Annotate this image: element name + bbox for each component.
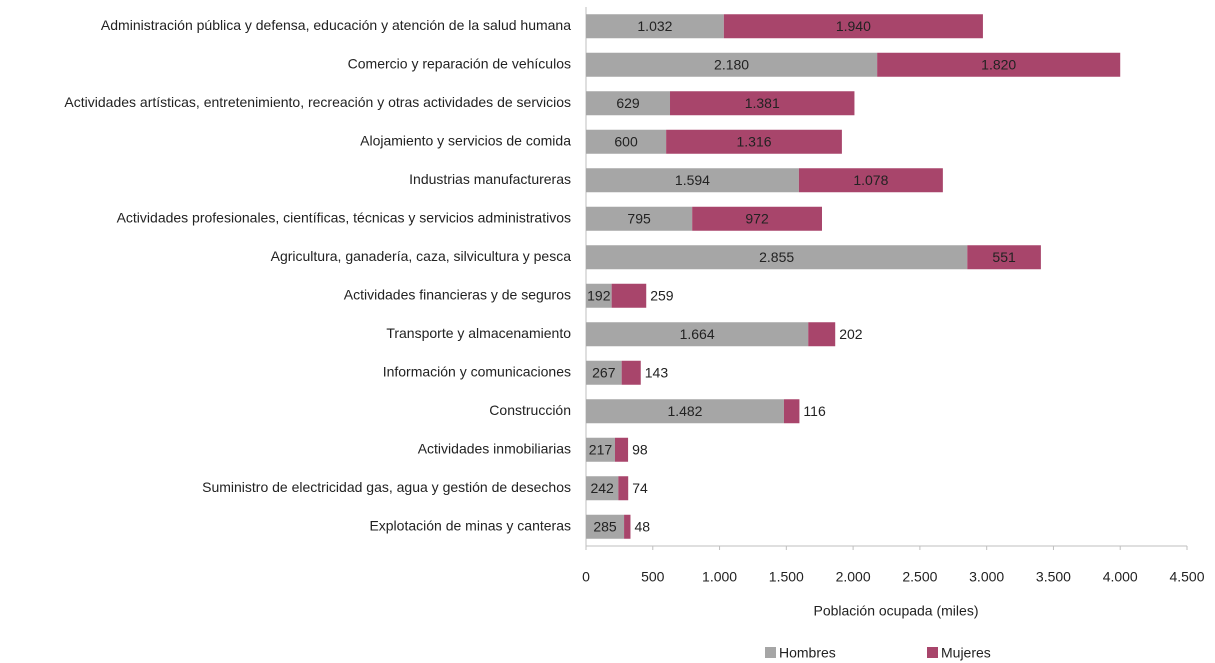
legend-label: Mujeres (941, 645, 991, 661)
category-label: Actividades artísticas, entretenimiento,… (64, 94, 571, 110)
bar-segment (670, 91, 855, 116)
bar-segment (586, 437, 615, 462)
bar-segment (692, 206, 822, 231)
data-label: 629 (616, 95, 640, 111)
x-tick-label: 4.000 (1103, 569, 1138, 585)
data-label: 1.482 (667, 403, 702, 419)
data-label: 1.032 (637, 18, 672, 34)
data-label: 285 (593, 518, 617, 534)
category-label: Construcción (489, 402, 571, 418)
category-label: Comercio y reparación de vehículos (348, 55, 571, 71)
data-label: 217 (589, 441, 613, 457)
bar-segment (586, 14, 724, 39)
bar-segment (666, 129, 842, 154)
bar-segment (624, 514, 631, 539)
data-label: 98 (632, 441, 648, 457)
x-tick-label: 3.500 (1036, 569, 1071, 585)
data-label: 1.316 (736, 133, 771, 149)
category-label: Agricultura, ganadería, caza, silvicultu… (271, 248, 572, 264)
x-tick-label: 2.500 (902, 569, 937, 585)
bar-segment (586, 245, 968, 270)
category-label: Administración pública y defensa, educac… (101, 17, 571, 33)
bar-segment (586, 514, 625, 539)
bar-segment (586, 476, 619, 501)
bar-segment (723, 14, 983, 39)
bar-segment (621, 360, 641, 385)
bar-segment (618, 476, 629, 501)
x-tick-label: 2.000 (836, 569, 871, 585)
data-label: 74 (632, 480, 648, 496)
category-label: Actividades financieras y de seguros (344, 286, 571, 302)
category-label: Transporte y almacenamiento (386, 325, 571, 341)
data-label: 1.381 (745, 95, 780, 111)
category-label: Explotación de minas y canteras (369, 517, 571, 533)
bar-segment (798, 168, 943, 193)
data-label: 1.078 (853, 172, 888, 188)
category-label: Alojamiento y servicios de comida (360, 132, 571, 148)
category-label: Actividades profesionales, científicas, … (117, 209, 571, 225)
data-label: 259 (650, 287, 674, 303)
category-label: Actividades inmobiliarias (418, 440, 571, 456)
bar-segment (586, 322, 809, 347)
x-tick-label: 1.500 (769, 569, 804, 585)
data-label: 116 (803, 403, 826, 419)
data-label: 48 (634, 518, 650, 534)
data-label: 143 (645, 364, 669, 380)
data-label: 1.594 (675, 172, 710, 188)
bar-segment (808, 322, 836, 347)
data-label: 551 (992, 249, 1016, 265)
category-label: Industrias manufactureras (409, 171, 571, 187)
bar-segment (783, 399, 800, 424)
bar-segment (967, 245, 1041, 270)
data-label: 242 (590, 480, 614, 496)
x-axis-label: Población ocupada (miles) (814, 603, 979, 619)
bar-segment (586, 399, 784, 424)
data-label: 795 (627, 210, 651, 226)
data-label: 1.664 (680, 326, 715, 342)
x-tick-label: 3.000 (969, 569, 1004, 585)
data-label: 972 (745, 210, 769, 226)
data-label: 2.180 (714, 56, 749, 72)
x-tick-label: 0 (582, 569, 590, 585)
category-label: Información y comunicaciones (383, 363, 571, 379)
bar-segment (877, 52, 1121, 77)
legend-swatch (765, 647, 776, 658)
legend-swatch (927, 647, 938, 658)
x-tick-label: 4.500 (1169, 569, 1204, 585)
bar-segment (586, 360, 622, 385)
category-label: Suministro de electricidad gas, agua y g… (202, 479, 571, 495)
data-label: 600 (614, 133, 638, 149)
bar-segment (586, 283, 612, 308)
data-label: 267 (592, 364, 616, 380)
bar-segment (586, 206, 693, 231)
bar-segment (586, 52, 878, 77)
data-label: 1.820 (981, 56, 1016, 72)
x-tick-label: 500 (641, 569, 665, 585)
data-label: 192 (587, 287, 611, 303)
x-tick-label: 1.000 (702, 569, 737, 585)
legend-label: Hombres (779, 645, 836, 661)
data-label: 202 (839, 326, 863, 342)
data-label: 2.855 (759, 249, 794, 265)
bar-segment (586, 168, 799, 193)
bar-segment (586, 91, 671, 116)
bar-segment (611, 283, 647, 308)
data-label: 1.940 (836, 18, 871, 34)
bar-segment (614, 437, 629, 462)
bar-segment (586, 129, 667, 154)
